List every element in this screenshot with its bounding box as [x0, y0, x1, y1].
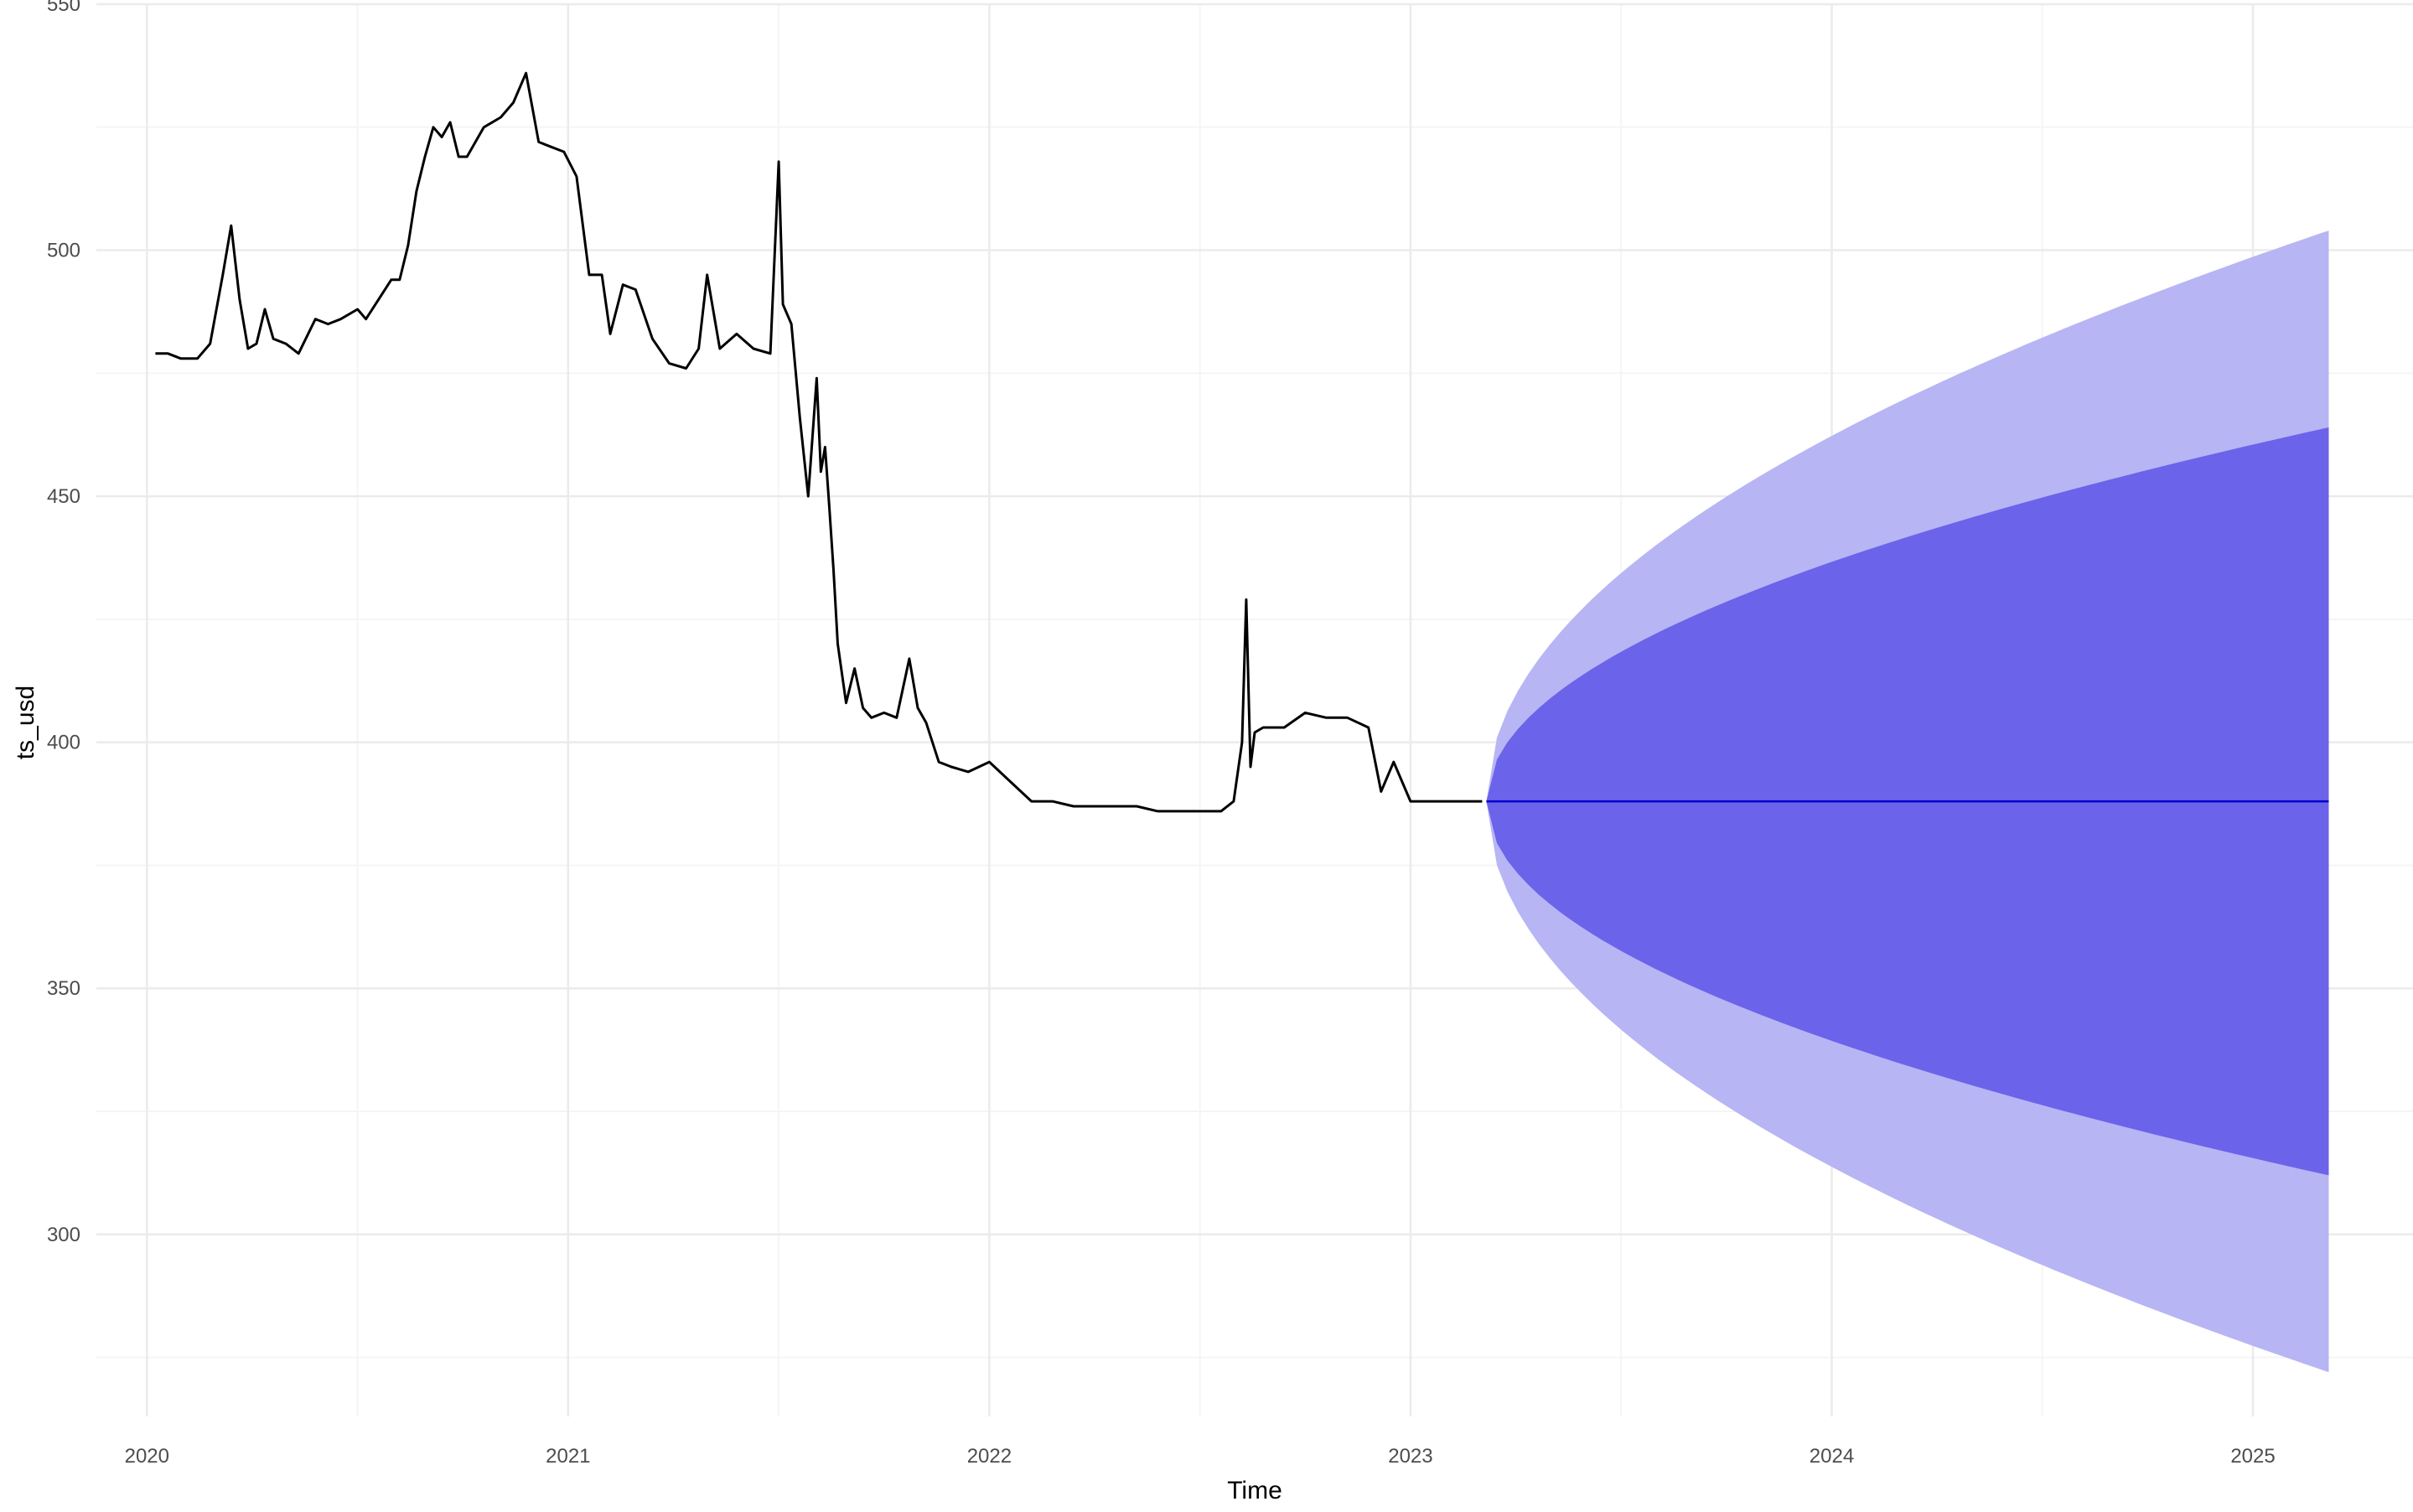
x-axis-ticks: 2020 2021 2022 2023 2024 2025	[125, 1445, 2276, 1468]
y-tick-label: 300	[47, 1224, 80, 1246]
x-tick-label: 2025	[2230, 1445, 2275, 1468]
x-tick-label: 2020	[125, 1445, 169, 1468]
y-axis-ticks: 300 350 400 450 500 550	[47, 0, 80, 1246]
series	[155, 71, 2329, 813]
y-tick-label: 350	[47, 977, 80, 1000]
history-line	[155, 71, 1483, 813]
grid	[96, 3, 2413, 1416]
x-tick-label: 2021	[546, 1445, 590, 1468]
y-tick-label: 550	[47, 0, 80, 16]
y-tick-label: 400	[47, 732, 80, 754]
x-tick-label: 2024	[1810, 1445, 1854, 1468]
y-axis-title: ts_usd	[12, 686, 39, 759]
x-axis-title: Time	[1227, 1477, 1282, 1504]
x-tick-label: 2023	[1388, 1445, 1432, 1468]
y-tick-label: 450	[47, 485, 80, 508]
x-tick-label: 2022	[967, 1445, 1012, 1468]
y-tick-label: 500	[47, 240, 80, 262]
